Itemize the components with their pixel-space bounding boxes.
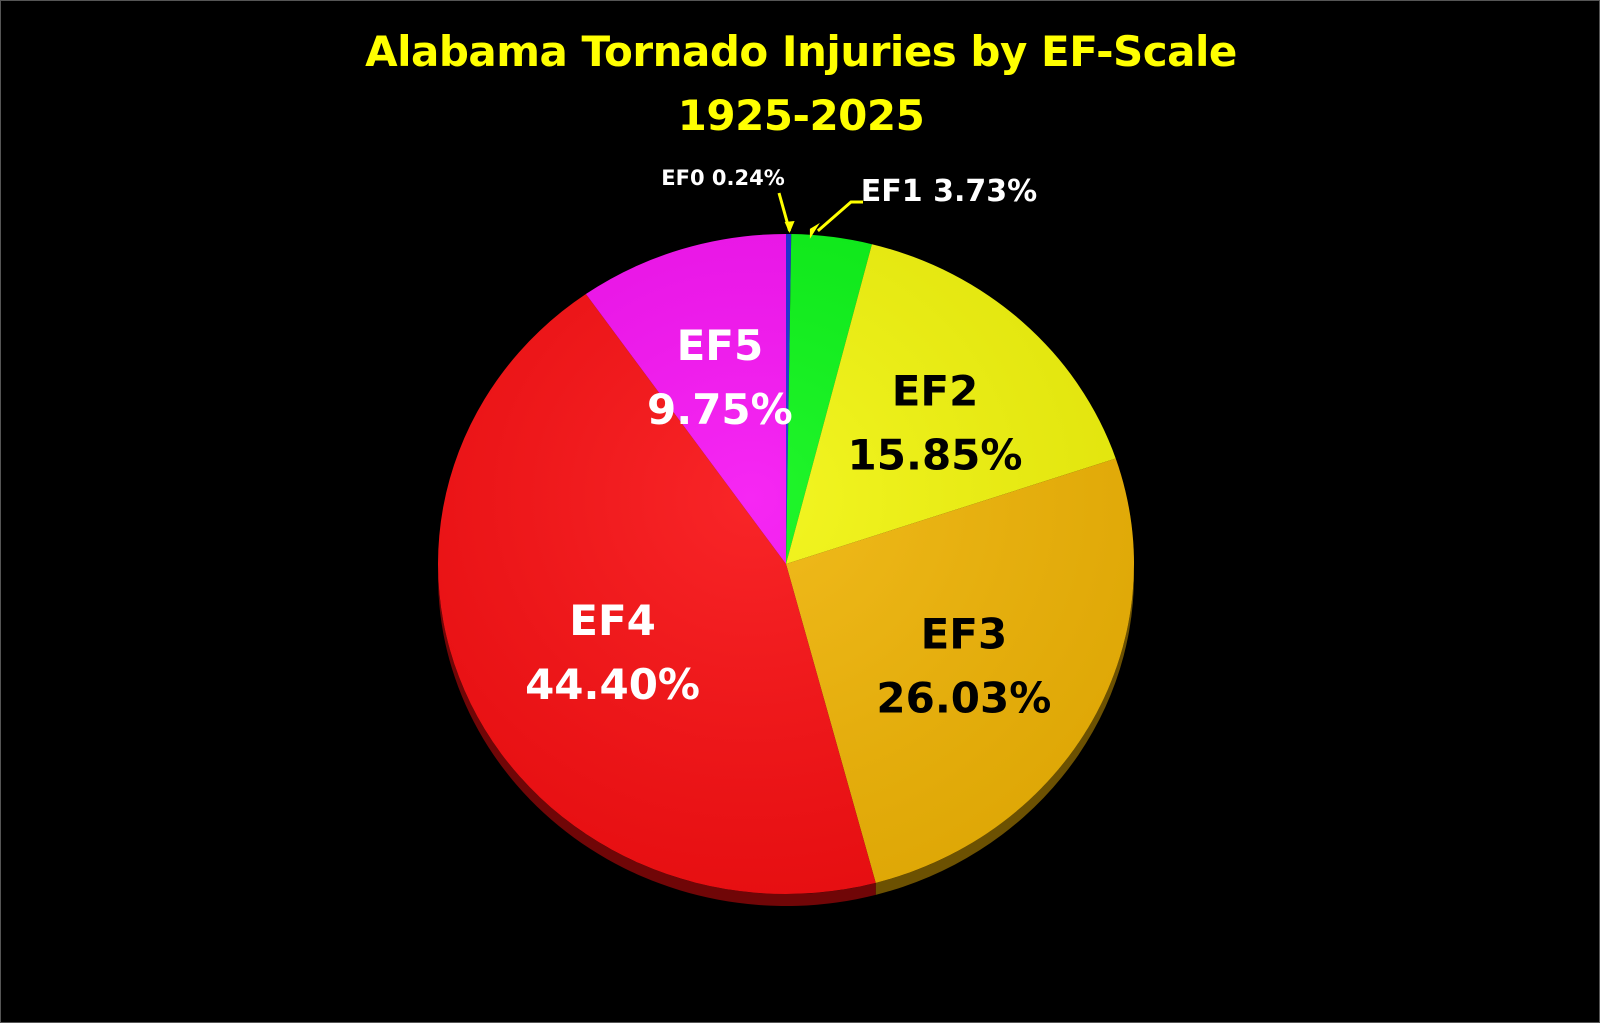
chart-title: Alabama Tornado Injuries by EF-Scale bbox=[365, 27, 1237, 76]
label-ef4-name: EF4 bbox=[569, 596, 656, 645]
label-ef0: EF0 0.24% bbox=[661, 166, 784, 190]
label-ef3-value: 26.03% bbox=[876, 673, 1051, 722]
leader-line-ef1 bbox=[816, 200, 863, 233]
label-ef3-name: EF3 bbox=[921, 609, 1008, 658]
label-ef5-value: 9.75% bbox=[647, 385, 793, 434]
label-ef1: EF1 3.73% bbox=[861, 174, 1037, 209]
chart-subtitle: 1925-2025 bbox=[677, 91, 925, 140]
leader-arrow-ef1 bbox=[809, 222, 820, 239]
leader-arrow-ef0 bbox=[784, 221, 795, 234]
label-ef4-value: 44.40% bbox=[525, 660, 700, 709]
pie-shine bbox=[438, 234, 1134, 894]
label-ef2-value: 15.85% bbox=[848, 431, 1023, 480]
label-ef2-name: EF2 bbox=[892, 367, 979, 416]
label-ef5-name: EF5 bbox=[677, 321, 764, 370]
slice-side-ef3 bbox=[875, 564, 1135, 895]
